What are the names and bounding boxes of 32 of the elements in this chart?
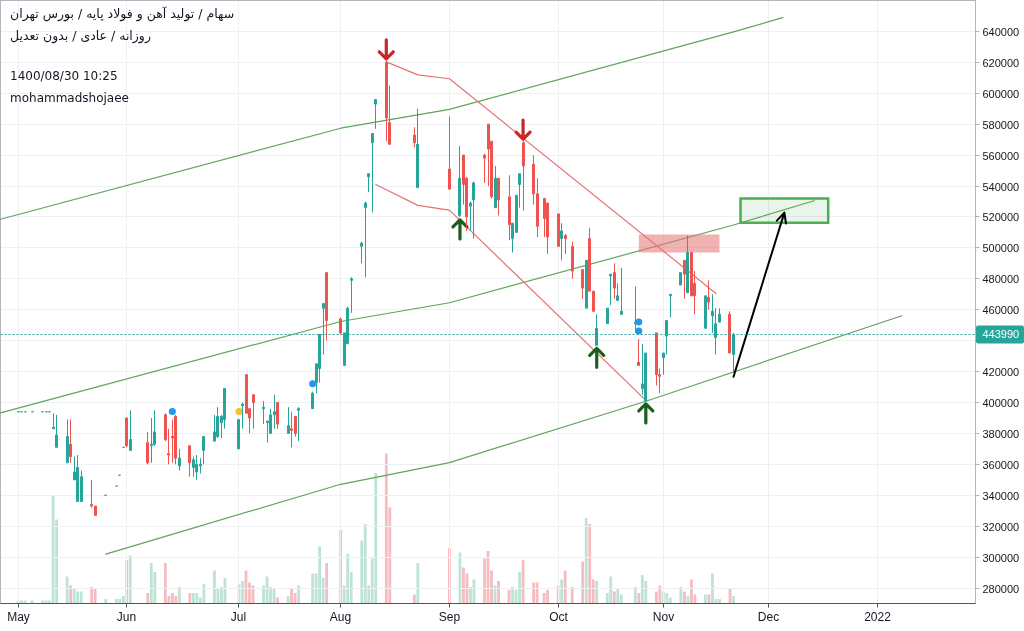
y-tick-label: 460000 [982, 303, 1020, 316]
text: سهام / تولید آهن و فولاد پایه / بورس تهران [10, 6, 235, 22]
x-tick-label: Nov [652, 610, 675, 624]
y-tick-label: 540000 [982, 180, 1020, 193]
x-tick-label: 2022 [864, 610, 892, 624]
y-tick-label: 380000 [982, 427, 1020, 440]
x-tick-label: Jun [116, 610, 137, 624]
y-tick-label: 520000 [982, 210, 1020, 223]
x-tick-label: Dec [757, 610, 780, 624]
y-tick-label: 280000 [982, 582, 1020, 595]
y-tick-label: 420000 [982, 365, 1020, 378]
x-tick-label: May [7, 610, 30, 624]
x-tick-label: Sep [438, 610, 461, 624]
y-tick-label: 560000 [982, 149, 1020, 162]
y-tick-label: 600000 [982, 87, 1020, 100]
x-tick-label: Jul [230, 610, 247, 624]
ref-line-label: 443990 [982, 328, 1020, 341]
y-tick-label: 320000 [982, 520, 1020, 533]
text: روزانه / عادی / بدون تعدیل [10, 28, 151, 44]
y-tick-label: 360000 [982, 458, 1020, 471]
y-tick-label: 640000 [982, 25, 1020, 38]
x-tick-label: Aug [329, 610, 352, 624]
y-tick-label: 300000 [982, 551, 1020, 564]
y-tick-label: 340000 [982, 489, 1020, 502]
y-tick-label: 400000 [982, 396, 1020, 409]
y-tick-label: 620000 [982, 56, 1020, 69]
y-tick-label: 480000 [982, 272, 1020, 285]
x-tick-label: Oct [549, 610, 569, 624]
y-tick-label: 580000 [982, 118, 1020, 131]
annotation: 1400/08/30 10:25 [10, 69, 118, 83]
y-tick-label: 500000 [982, 241, 1020, 254]
annotation: mohammadshojaee [10, 91, 129, 105]
